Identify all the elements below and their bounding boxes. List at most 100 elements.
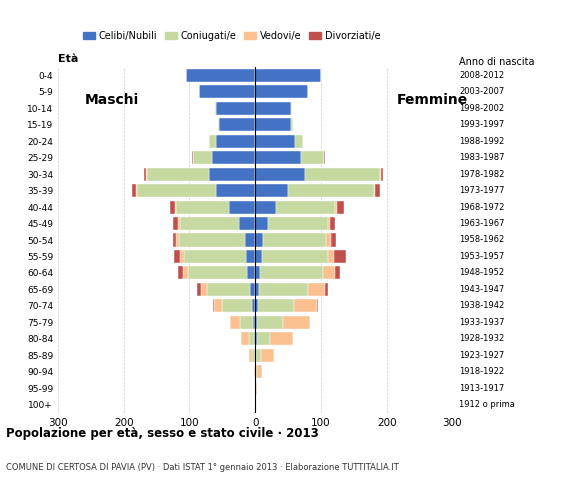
Bar — [250, 283, 255, 296]
Bar — [201, 283, 207, 296]
Bar — [146, 168, 147, 181]
Bar — [249, 348, 252, 362]
Text: 1973-1977: 1973-1977 — [459, 186, 505, 195]
Bar — [375, 184, 380, 197]
Bar — [255, 151, 301, 164]
Bar — [323, 266, 335, 279]
Bar — [209, 135, 216, 148]
Bar — [173, 233, 176, 247]
Bar — [252, 348, 255, 362]
Bar — [257, 316, 284, 329]
Bar — [288, 184, 374, 197]
Bar — [253, 316, 255, 329]
Bar — [176, 233, 179, 247]
Bar — [136, 184, 137, 197]
Bar — [239, 217, 255, 230]
Bar — [325, 233, 331, 247]
Text: 1912 o prima: 1912 o prima — [459, 400, 515, 409]
Bar — [186, 69, 255, 82]
Bar — [252, 299, 255, 312]
Bar — [183, 266, 188, 279]
Bar — [301, 151, 324, 164]
Bar — [255, 365, 257, 378]
Bar — [294, 299, 317, 312]
Bar — [193, 151, 212, 164]
Bar — [179, 233, 245, 247]
Bar — [334, 250, 346, 263]
Bar — [328, 217, 330, 230]
Bar — [260, 266, 323, 279]
Bar — [255, 168, 304, 181]
Bar — [137, 184, 216, 197]
Bar — [178, 217, 180, 230]
Bar — [170, 201, 175, 214]
Bar — [328, 250, 334, 263]
Bar — [255, 233, 263, 247]
Bar — [241, 332, 249, 345]
Bar — [330, 217, 335, 230]
Bar — [309, 283, 325, 296]
Bar — [255, 69, 321, 82]
Text: 1938-1942: 1938-1942 — [459, 301, 505, 311]
Bar — [335, 266, 340, 279]
Bar — [176, 201, 229, 214]
Bar — [263, 233, 325, 247]
Bar — [255, 348, 256, 362]
Bar — [229, 201, 255, 214]
Bar — [291, 102, 292, 115]
Text: COMUNE DI CERTOSA DI PAVIA (PV) · Dati ISTAT 1° gennaio 2013 · Elaborazione TUTT: COMUNE DI CERTOSA DI PAVIA (PV) · Dati I… — [6, 463, 398, 472]
Bar — [180, 250, 183, 263]
Legend: Celibi/Nubili, Coniugati/e, Vedovi/e, Divorziati/e: Celibi/Nubili, Coniugati/e, Vedovi/e, Di… — [79, 27, 384, 45]
Bar — [212, 151, 255, 164]
Bar — [255, 316, 257, 329]
Bar — [258, 299, 294, 312]
Bar — [255, 266, 260, 279]
Bar — [255, 250, 262, 263]
Text: 1993-1997: 1993-1997 — [459, 120, 505, 129]
Bar — [331, 233, 336, 247]
Bar — [284, 316, 310, 329]
Bar — [209, 168, 255, 181]
Bar — [218, 118, 219, 132]
Bar — [144, 168, 146, 181]
Text: 1983-1987: 1983-1987 — [459, 153, 505, 162]
Text: 1978-1982: 1978-1982 — [459, 169, 505, 179]
Bar — [255, 184, 288, 197]
Bar — [192, 151, 193, 164]
Bar — [374, 184, 375, 197]
Bar — [175, 201, 176, 214]
Bar — [188, 266, 247, 279]
Bar — [295, 135, 303, 148]
Text: 1998-2002: 1998-2002 — [459, 104, 505, 113]
Text: 1953-1957: 1953-1957 — [459, 252, 505, 261]
Text: Popolazione per età, sesso e stato civile · 2013: Popolazione per età, sesso e stato civil… — [6, 427, 318, 440]
Bar — [173, 217, 178, 230]
Text: Maschi: Maschi — [84, 93, 139, 107]
Bar — [256, 382, 257, 395]
Bar — [216, 184, 255, 197]
Bar — [325, 283, 328, 296]
Bar — [256, 348, 261, 362]
Bar — [249, 332, 254, 345]
Text: Anno di nascita: Anno di nascita — [459, 57, 535, 67]
Bar — [177, 266, 183, 279]
Bar — [215, 299, 222, 312]
Bar — [255, 398, 256, 411]
Text: 2003-2007: 2003-2007 — [459, 87, 505, 96]
Text: 1928-1932: 1928-1932 — [459, 334, 505, 343]
Bar — [269, 217, 328, 230]
Text: 1968-1972: 1968-1972 — [459, 203, 505, 212]
Bar — [183, 250, 246, 263]
Bar — [246, 250, 255, 263]
Bar — [255, 217, 269, 230]
Text: 1913-1917: 1913-1917 — [459, 384, 505, 393]
Bar — [324, 151, 325, 164]
Bar — [222, 299, 252, 312]
Text: 1963-1967: 1963-1967 — [459, 219, 505, 228]
Bar — [257, 365, 262, 378]
Bar — [254, 365, 255, 378]
Bar — [219, 118, 255, 132]
Bar — [240, 316, 253, 329]
Bar — [216, 135, 255, 148]
Bar — [173, 250, 180, 263]
